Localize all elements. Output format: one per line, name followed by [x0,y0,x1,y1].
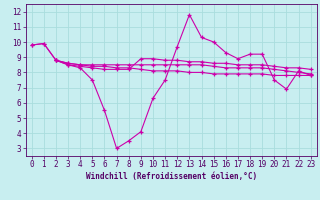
X-axis label: Windchill (Refroidissement éolien,°C): Windchill (Refroidissement éolien,°C) [86,172,257,181]
